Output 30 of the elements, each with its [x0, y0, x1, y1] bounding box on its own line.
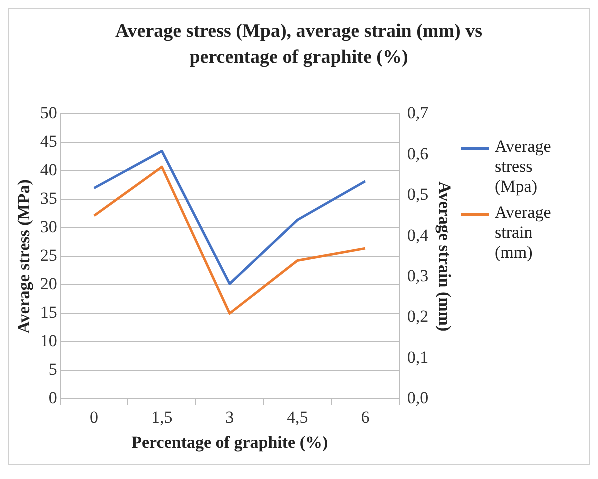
y-tick-label: 5 [48, 360, 58, 380]
y2-tick-label: 0,1 [407, 348, 429, 367]
y-tick-label: 50 [40, 104, 58, 123]
y2-tick-label: 0,5 [407, 185, 429, 204]
x-axis-title: Percentage of graphite (%) [132, 433, 328, 452]
y2-axis-title: Average strain (mm) [435, 182, 454, 332]
chart-title: Average stress (Mpa), average strain (mm) vs percentage of graphite (%) [114, 20, 484, 70]
y2-tick-label: 0,6 [407, 144, 429, 164]
y-tick-label: 40 [40, 160, 58, 180]
x-tick-label: 0 [90, 408, 99, 427]
y2-tick-label: 0,2 [407, 307, 429, 326]
y-tick-label: 30 [40, 218, 58, 237]
y2-tick-label: 0,4 [407, 226, 430, 245]
y-tick-label: 20 [40, 274, 58, 294]
y2-tick-label: 0,3 [407, 266, 429, 286]
x-tick-label: 4,5 [287, 408, 308, 427]
x-tick-label: 6 [361, 408, 370, 427]
y-tick-label: 10 [40, 332, 58, 351]
y2-tick-label: 0,0 [407, 388, 429, 408]
y-tick-label: 15 [40, 303, 58, 322]
x-tick-label: 3 [226, 408, 234, 427]
y-tick-label: 35 [40, 189, 58, 208]
x-tick-label: 1,5 [151, 408, 173, 427]
y2-tick-label: 0,7 [407, 104, 430, 123]
y-tick-label: 45 [40, 132, 58, 152]
y-tick-label: 25 [40, 246, 58, 266]
y-tick-label: 0 [48, 388, 58, 408]
y-axis-title: Average stress (MPa) [14, 180, 34, 334]
legend-label: Average stress (Mpa) [495, 137, 552, 197]
legend-label: Average strain (mm) [495, 203, 552, 263]
